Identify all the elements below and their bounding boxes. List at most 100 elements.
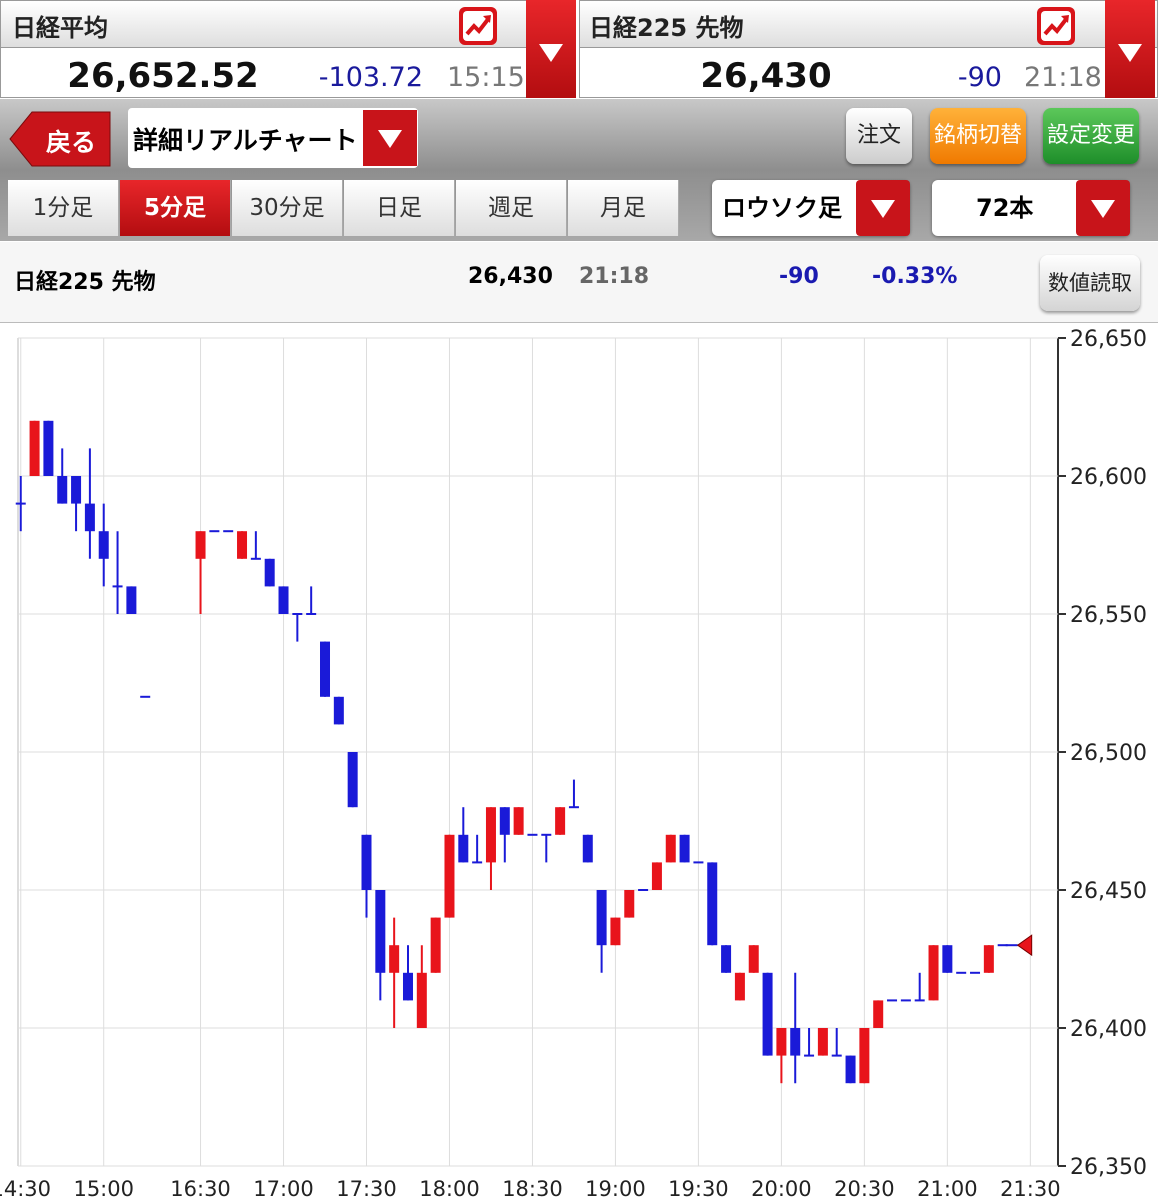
menu-arrow[interactable] bbox=[363, 110, 417, 166]
info-bar bbox=[0, 242, 1158, 323]
candle-body bbox=[84, 503, 95, 532]
settings-button[interactable]: 設定変更 bbox=[1043, 108, 1139, 164]
candle-body bbox=[306, 613, 317, 615]
candle-body bbox=[707, 862, 718, 946]
info-name: 日経225 先物 bbox=[14, 270, 156, 295]
candle-body bbox=[361, 834, 372, 890]
chart-icon[interactable] bbox=[1036, 6, 1076, 46]
back-button[interactable] bbox=[8, 110, 112, 168]
candle-body bbox=[997, 944, 1008, 947]
candle-body bbox=[582, 834, 593, 863]
candle-body bbox=[292, 613, 303, 615]
candle-body bbox=[527, 833, 538, 836]
back-label[interactable]: 戻る bbox=[46, 128, 97, 157]
candle-body bbox=[513, 807, 524, 835]
candle-body bbox=[679, 834, 690, 863]
candle-body bbox=[942, 945, 953, 973]
candle-body bbox=[444, 834, 455, 918]
candle-body bbox=[859, 1028, 870, 1084]
candle-body bbox=[375, 890, 386, 973]
quote-name: 日経225 先物 bbox=[589, 14, 744, 42]
style-arrow[interactable] bbox=[856, 180, 910, 236]
candle-body bbox=[624, 890, 635, 918]
quote-change: -90 bbox=[957, 62, 1002, 93]
candle-body bbox=[610, 917, 621, 946]
switch-button[interactable]: 銘柄切替 bbox=[930, 108, 1026, 164]
x-tick-label: 21:00 bbox=[917, 1177, 978, 1200]
count-label[interactable]: 72本 bbox=[976, 194, 1034, 222]
candle-body bbox=[790, 1028, 801, 1056]
candle-body bbox=[126, 586, 137, 614]
candle-body bbox=[748, 945, 759, 973]
period-tab[interactable]: 1分足 bbox=[8, 180, 119, 236]
x-tick-label: 18:30 bbox=[502, 1177, 563, 1200]
chart-icon[interactable] bbox=[458, 6, 498, 46]
candle-body bbox=[970, 971, 981, 974]
candle-body bbox=[887, 999, 898, 1002]
candle-body bbox=[333, 696, 344, 725]
y-tick-label: 26,350 bbox=[1070, 1155, 1147, 1180]
candle-body bbox=[472, 861, 483, 864]
candle-body bbox=[485, 807, 496, 863]
candle-body bbox=[140, 695, 151, 698]
candle-body bbox=[389, 945, 400, 973]
x-tick-label: 18:00 bbox=[419, 1177, 480, 1200]
info-time: 21:18 bbox=[579, 264, 650, 289]
info-change: -90 bbox=[779, 264, 819, 289]
y-tick-label: 26,650 bbox=[1070, 327, 1147, 352]
candle-body bbox=[71, 476, 82, 504]
period-tab[interactable]: 30分足 bbox=[232, 180, 343, 236]
style-label[interactable]: ロウソク足 bbox=[722, 194, 842, 222]
y-tick-label: 26,400 bbox=[1070, 1017, 1147, 1042]
candle-body bbox=[734, 972, 745, 1001]
y-tick-label: 26,450 bbox=[1070, 879, 1147, 904]
quote-time: 21:18 bbox=[1024, 62, 1102, 93]
quote-dropdown[interactable] bbox=[1105, 0, 1155, 98]
quote-change: -103.72 bbox=[318, 62, 423, 93]
candle-body bbox=[458, 834, 469, 863]
info-change-pct: -0.33% bbox=[872, 264, 958, 289]
quote-name: 日経平均 bbox=[12, 14, 108, 42]
candle-body bbox=[873, 1000, 884, 1028]
candle-body bbox=[956, 971, 967, 974]
candle-body bbox=[651, 862, 662, 890]
candle-body bbox=[250, 557, 261, 560]
x-tick-label: 15:00 bbox=[73, 1177, 134, 1200]
chart-menu-label[interactable]: 詳細リアルチャート bbox=[133, 126, 358, 155]
period-tab[interactable]: 日足 bbox=[344, 180, 455, 236]
quote-time: 15:15 bbox=[447, 62, 525, 93]
y-tick-label: 26,550 bbox=[1070, 603, 1147, 628]
candle-body bbox=[402, 972, 413, 1001]
order-button[interactable]: 注文 bbox=[846, 108, 912, 164]
quote-values bbox=[579, 48, 1158, 98]
candle-body bbox=[693, 861, 704, 864]
chart: 26,350 26,400 26,450 26,500 26,550 26,600 26,6… bbox=[0, 327, 1147, 1200]
x-tick-label: 20:30 bbox=[834, 1177, 895, 1200]
info-price: 26,430 bbox=[468, 264, 553, 289]
candle-body bbox=[914, 999, 925, 1002]
candle-body bbox=[596, 890, 607, 946]
x-tick-label: 17:00 bbox=[253, 1177, 314, 1200]
candle-body bbox=[347, 752, 358, 808]
read-button[interactable]: 数値読取 bbox=[1040, 255, 1140, 311]
candle-body bbox=[804, 1054, 815, 1057]
period-tab[interactable]: 月足 bbox=[568, 180, 679, 236]
candle-body bbox=[430, 917, 441, 973]
candle-body bbox=[320, 641, 331, 697]
quote-price: 26,652.52 bbox=[67, 56, 259, 96]
count-arrow[interactable] bbox=[1076, 180, 1130, 236]
quote-dropdown[interactable] bbox=[526, 0, 576, 98]
candle-body bbox=[831, 1054, 842, 1057]
candle-body bbox=[900, 999, 911, 1002]
candle-body bbox=[29, 420, 40, 476]
candle-body bbox=[223, 530, 234, 533]
candle-body bbox=[195, 531, 206, 559]
candle-body bbox=[15, 502, 26, 505]
period-tab[interactable]: 週足 bbox=[456, 180, 567, 236]
candle-body bbox=[721, 945, 732, 973]
candle-body bbox=[499, 807, 510, 835]
period-tab[interactable]: 5分足 bbox=[120, 180, 231, 236]
candle-body bbox=[278, 586, 289, 614]
candle-body bbox=[928, 945, 939, 1001]
